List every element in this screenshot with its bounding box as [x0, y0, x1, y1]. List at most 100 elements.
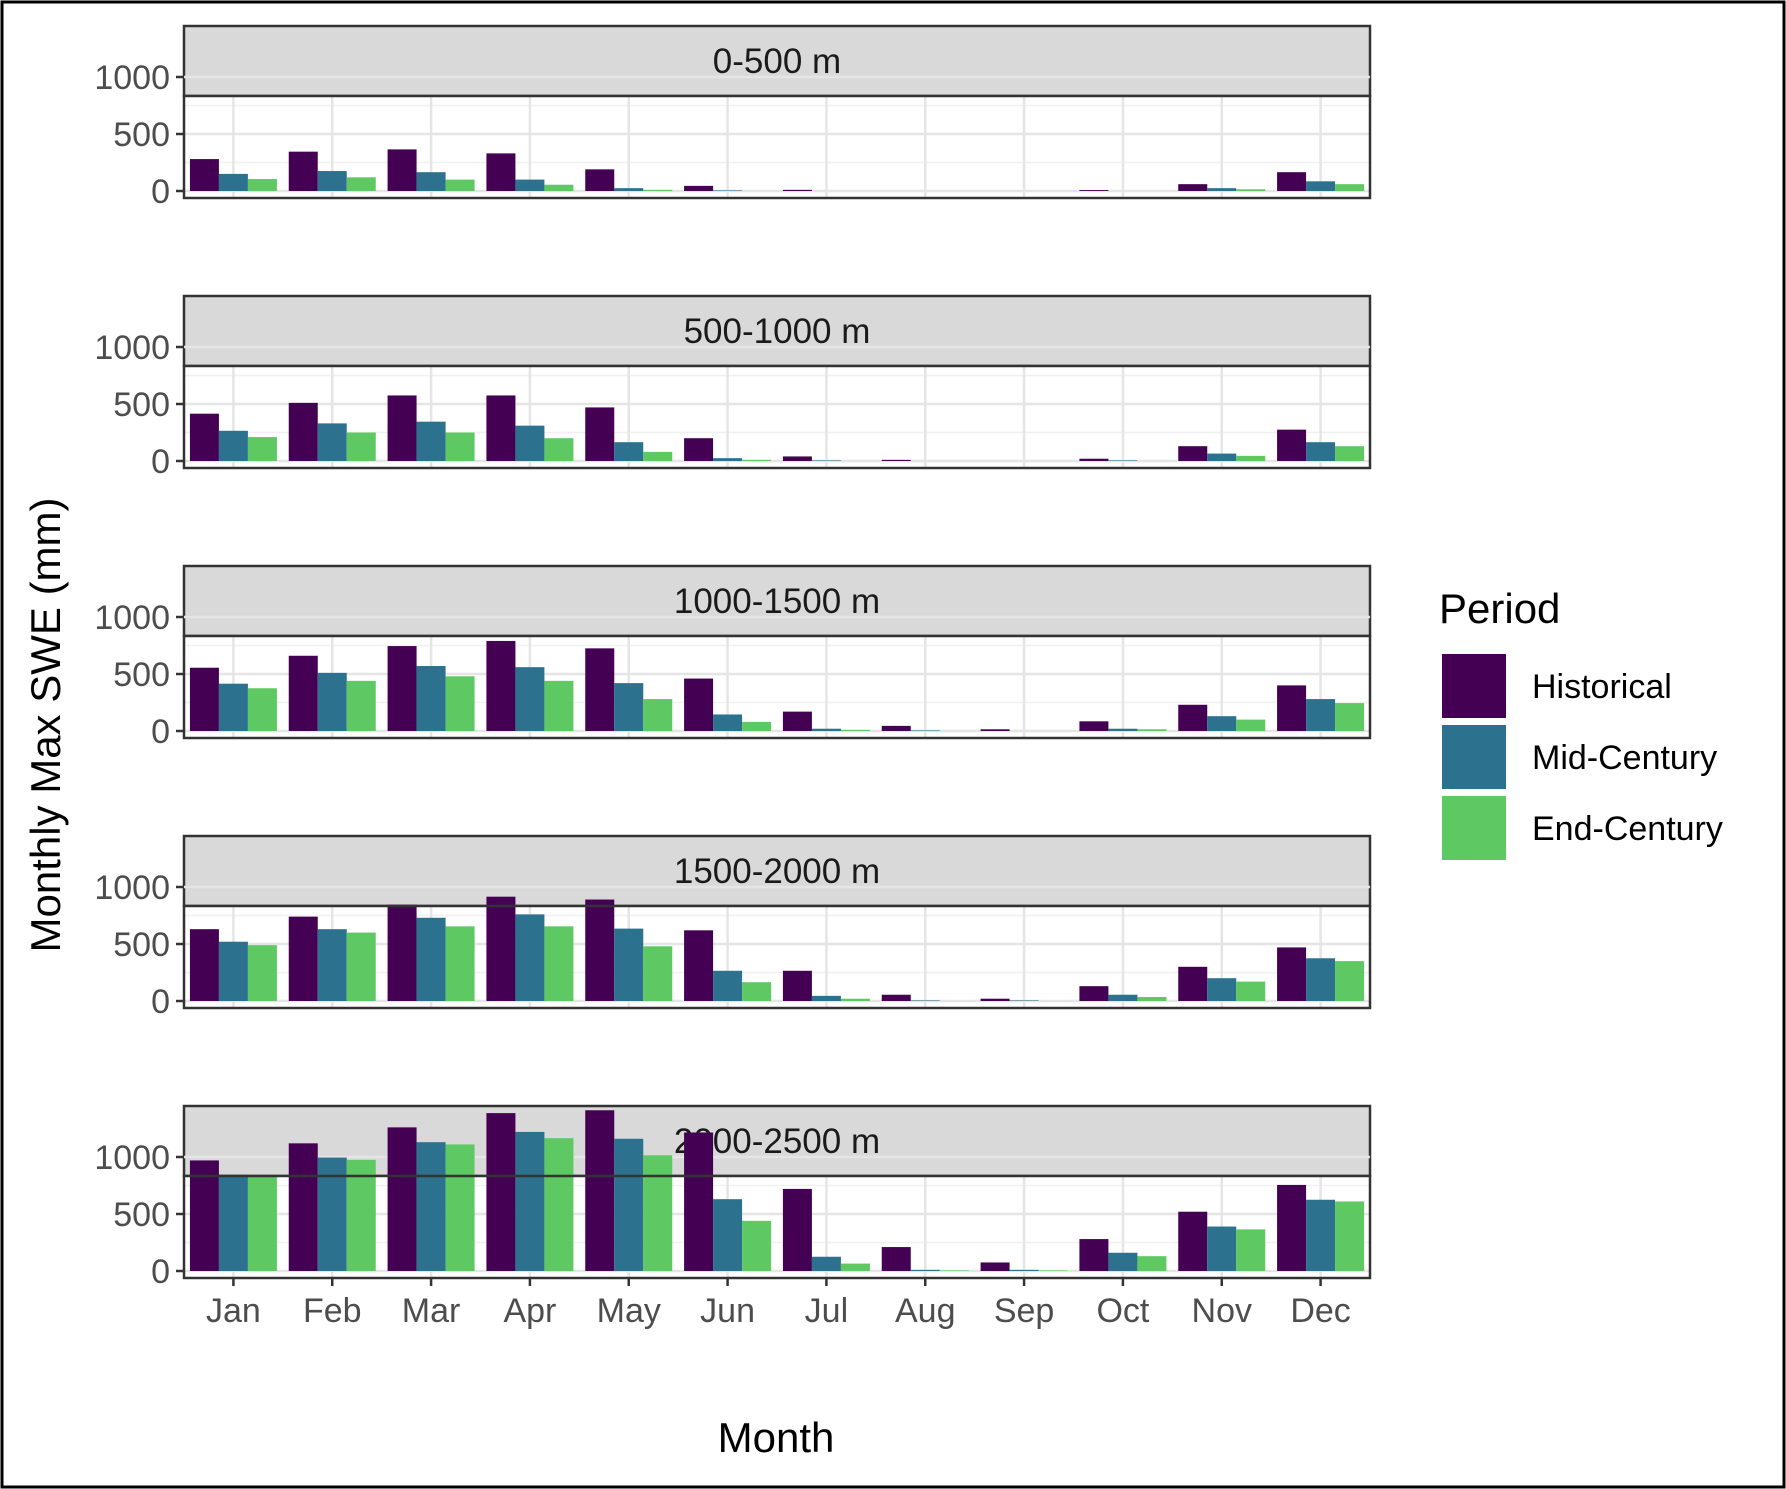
facet-strip-label: 500-1000 m: [684, 312, 871, 351]
bar: [1277, 1184, 1307, 1271]
bar: [1038, 1270, 1068, 1271]
bar: [189, 159, 219, 191]
bar: [387, 395, 417, 461]
bar: [742, 459, 772, 461]
x-tick-label: Nov: [1192, 1292, 1252, 1330]
x-axis: Jan Feb Mar Apr May Jun Jul Aug Sep Oct Nov Dec: [206, 1278, 1351, 1330]
legend-label: End-Century: [1532, 810, 1723, 848]
y-tick-label: 0: [151, 713, 170, 751]
facet-panel: 500-1000 m 0 500 1000: [94, 294, 1372, 481]
bar: [1335, 1201, 1365, 1271]
bar: [811, 460, 841, 461]
facet-strip: [182, 294, 1372, 368]
panel-background: [184, 96, 1370, 198]
bar: [544, 680, 574, 731]
bar: [387, 646, 417, 731]
x-tick-label: Dec: [1290, 1292, 1350, 1330]
bar: [445, 1144, 475, 1271]
bar: [910, 1000, 940, 1001]
x-axis-title: Month: [718, 1414, 835, 1461]
bar: [189, 413, 219, 461]
bar: [1207, 453, 1237, 461]
bar: [486, 1113, 516, 1271]
legend: Period Historical Mid-Century End-Century: [1439, 585, 1723, 860]
x-tick-label: Oct: [1096, 1292, 1149, 1330]
bar: [288, 916, 318, 1001]
bar: [346, 432, 376, 461]
bar: [713, 458, 743, 461]
bar: [247, 688, 277, 731]
bar: [1009, 1269, 1039, 1271]
bar: [840, 1263, 870, 1271]
panel-background: [184, 636, 1370, 738]
bar: [1178, 704, 1208, 731]
bar: [1335, 703, 1365, 731]
facet-strip: [182, 564, 1372, 638]
bar: [840, 729, 870, 731]
bar: [416, 666, 446, 731]
bar: [614, 1138, 644, 1271]
bar: [713, 970, 743, 1001]
panel-background: [184, 1176, 1370, 1278]
bar: [515, 1131, 545, 1271]
bar: [1277, 429, 1307, 461]
bar: [1236, 455, 1266, 461]
bar: [218, 430, 248, 461]
bar: [486, 395, 516, 461]
bar: [317, 672, 347, 731]
legend-title: Period: [1439, 585, 1560, 632]
bar: [1079, 1239, 1109, 1271]
bar: [544, 1138, 574, 1271]
y-tick-label: 0: [151, 983, 170, 1021]
bar: [585, 899, 615, 1001]
bar: [1178, 1211, 1208, 1271]
bar: [247, 179, 277, 191]
bar: [544, 926, 574, 1001]
legend-swatch: [1442, 725, 1506, 789]
bar: [445, 676, 475, 731]
bar: [189, 1160, 219, 1271]
bar: [1178, 184, 1208, 191]
bar: [1137, 997, 1167, 1001]
x-tick-label: May: [597, 1292, 661, 1330]
y-tick-label: 0: [151, 1253, 170, 1291]
bar: [247, 945, 277, 1001]
bar: [643, 1155, 673, 1271]
facet-strip-label: 1500-2000 m: [674, 852, 880, 891]
bar: [387, 1127, 417, 1271]
y-tick-label: 1000: [94, 599, 170, 637]
bar: [515, 667, 545, 731]
bar: [317, 171, 347, 191]
x-tick-label: Mar: [402, 1292, 461, 1330]
bar: [742, 982, 772, 1001]
y-tick-label: 500: [113, 926, 170, 964]
panel-border: [182, 634, 1372, 740]
facet-strip: [182, 1104, 1372, 1178]
y-tick-label: 500: [113, 116, 170, 154]
bar: [387, 904, 417, 1001]
bar: [1335, 446, 1365, 461]
panel-background: [184, 906, 1370, 1008]
bar: [782, 189, 812, 191]
y-tick-label: 1000: [94, 869, 170, 907]
bar: [782, 1188, 812, 1271]
bar: [684, 1132, 714, 1271]
bar: [1079, 458, 1109, 461]
bar: [585, 648, 615, 731]
y-tick-label: 1000: [94, 1139, 170, 1177]
bar: [515, 425, 545, 461]
bar: [910, 1269, 940, 1271]
bar: [1277, 172, 1307, 191]
bar: [1306, 1199, 1336, 1271]
bar: [585, 1110, 615, 1271]
bar: [1207, 978, 1237, 1001]
y-tick-label: 500: [113, 1196, 170, 1234]
bar: [1207, 1226, 1237, 1271]
y-tick-label: 500: [113, 656, 170, 694]
bar: [1277, 947, 1307, 1001]
bar: [1335, 961, 1365, 1001]
bar: [881, 725, 911, 731]
bar: [811, 1256, 841, 1271]
bar: [713, 190, 743, 191]
